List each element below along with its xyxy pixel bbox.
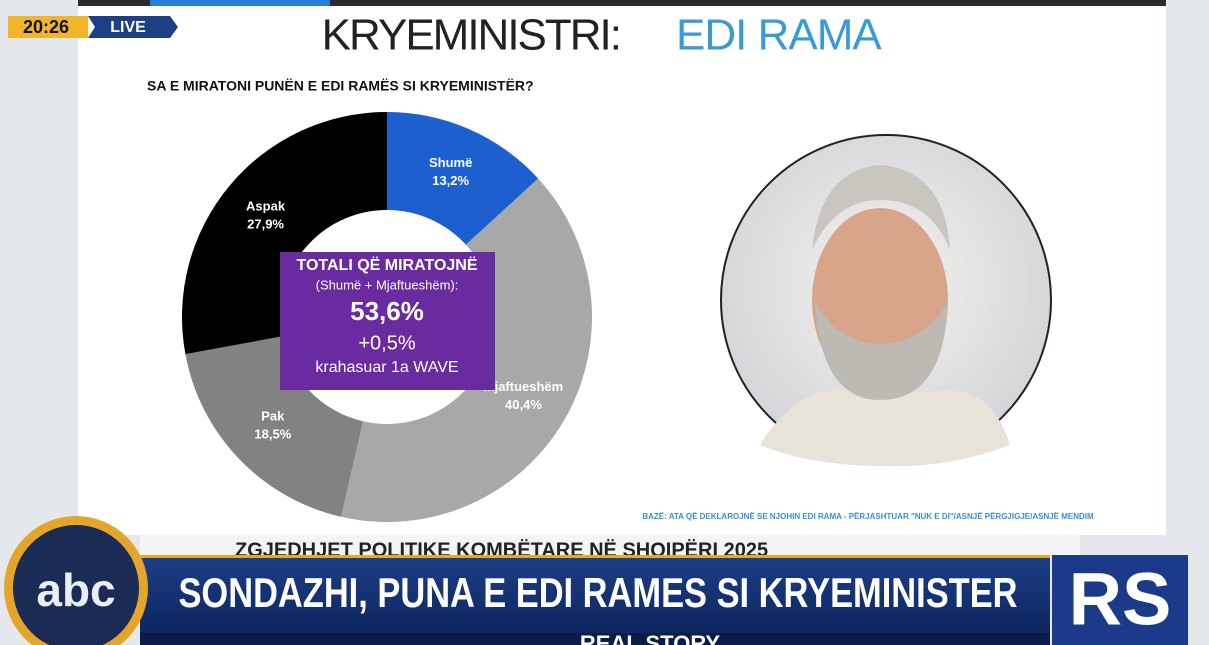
portrait-hair — [812, 165, 950, 250]
donut-chart: Shumë 13,2% Mjaftueshëm 40,4% Pak 18,5% Aspak 2… — [182, 112, 592, 523]
channel-logo — [13, 525, 139, 645]
footnote: BAZË: ATA QË DEKLAROJNË SE NJOHIN EDI RA… — [642, 512, 1094, 521]
slice-value-label: 40,4% — [505, 397, 542, 412]
ticker: SONDAZHI, PUNA E EDI RAMES SI KRYEMINIST… — [178, 570, 1017, 617]
portrait-beard — [815, 300, 948, 400]
title: KRYEMINISTRI: — [322, 11, 620, 60]
donut-slice — [387, 112, 539, 245]
donut-slice — [182, 112, 387, 355]
lower-banner-bg — [140, 633, 1050, 645]
slice-value-label: 13,2% — [432, 173, 469, 188]
center-value: 53,6% — [350, 296, 424, 326]
center-subtitle: (Shumë + Mjaftueshëm): — [316, 277, 459, 292]
lower-banner: REAL STORY — [580, 631, 721, 645]
live: LIVE — [110, 19, 146, 36]
title-highlight: EDI RAMA — [676, 11, 882, 60]
slice-category: Pak — [261, 409, 285, 424]
slice-value-label: 27,9% — [247, 216, 284, 231]
donut-slice — [185, 336, 364, 517]
show-logo-bg — [1052, 555, 1188, 645]
show-logo: RS — [1069, 558, 1172, 641]
center-title: TOTALI QË MIRATOJNË — [296, 256, 477, 274]
portrait-jacket — [760, 388, 1010, 467]
upper-banner-bg — [140, 535, 1080, 557]
slice-category: Aspak — [246, 198, 286, 213]
center-box — [280, 252, 495, 390]
live-bg — [88, 16, 178, 38]
ticker-bg — [140, 555, 1050, 633]
donut-slice — [341, 178, 592, 523]
ticker-rule — [140, 555, 1050, 558]
center-change: +0,5% — [358, 332, 415, 354]
clock: 20:26 — [23, 17, 69, 37]
slice-category: Shumë — [429, 155, 472, 170]
slice-value-label: 18,5% — [254, 427, 291, 442]
center-note: krahasuar 1a WAVE — [315, 359, 458, 376]
slice-category: Mjaftueshëm — [484, 379, 563, 394]
channel-name: abc — [36, 564, 115, 616]
question: SA E MIRATONI PUNËN E EDI RAMËS SI KRYEM… — [147, 78, 534, 94]
panel-top-bar — [78, 0, 1166, 6]
panel-top-accent — [150, 0, 330, 6]
clock-bg — [8, 16, 88, 38]
